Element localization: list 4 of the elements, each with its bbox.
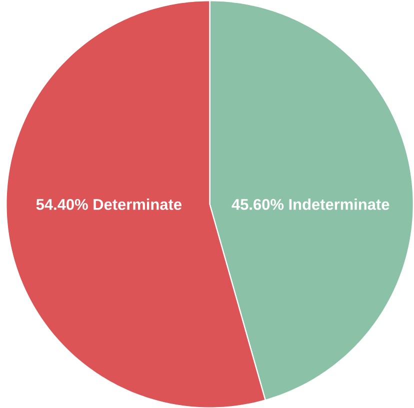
data-label: 54.40% bbox=[36, 198, 88, 210]
data-label: 45.60% bbox=[232, 198, 284, 210]
slice-label: Indeterminate bbox=[289, 198, 390, 210]
slice-label: Determinate bbox=[94, 198, 182, 210]
